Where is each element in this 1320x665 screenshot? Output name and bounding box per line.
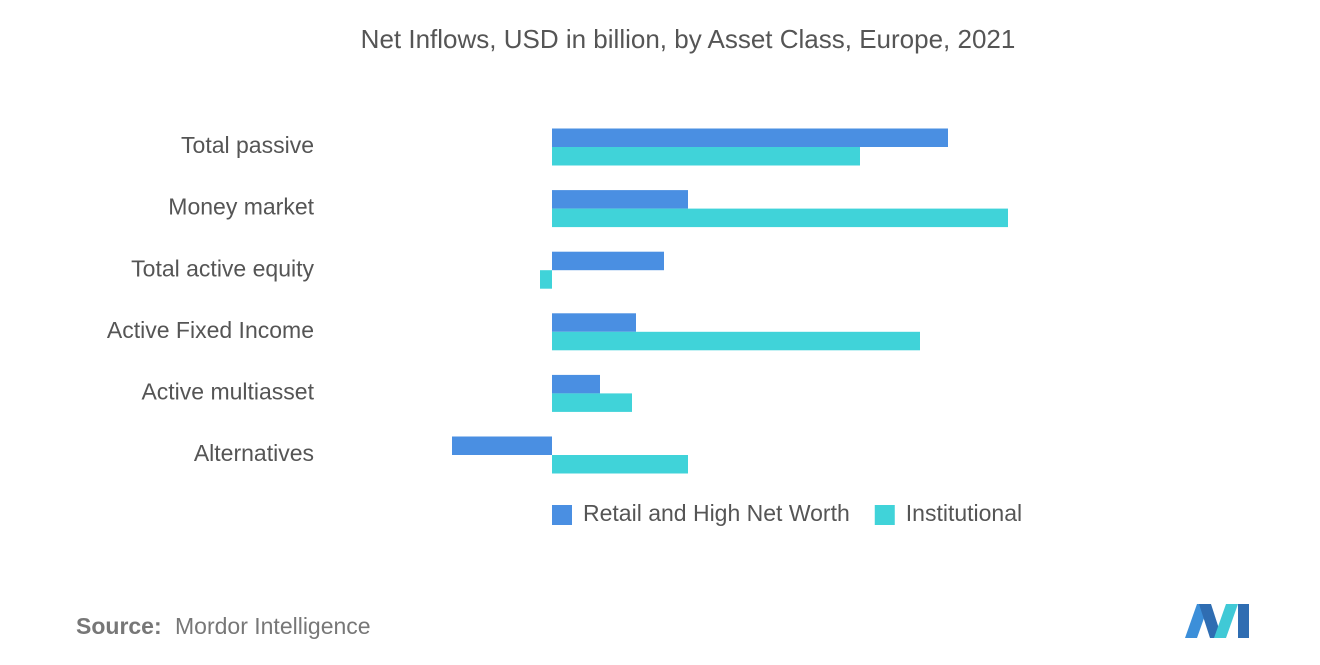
bar — [552, 331, 920, 351]
bar — [552, 147, 860, 166]
bar — [552, 190, 688, 209]
chart-title: Net Inflows, USD in billion, by Asset Cl… — [361, 24, 1016, 54]
y-tick-label: Active multiasset — [141, 378, 314, 404]
source-label: Source: — [76, 613, 162, 639]
y-tick-label: Total active equity — [131, 255, 314, 281]
y-tick-label: Active Fixed Income — [107, 317, 314, 343]
legend-swatch — [552, 505, 572, 525]
y-tick-label: Alternatives — [194, 440, 314, 466]
bar — [552, 455, 688, 474]
bar — [552, 313, 636, 332]
legend-label: Retail and High Net Worth — [583, 500, 850, 526]
y-tick-label: Total passive — [181, 132, 314, 158]
bar — [552, 128, 948, 147]
y-tick-label: Money market — [168, 194, 314, 220]
bar — [552, 393, 632, 412]
bar — [552, 208, 1008, 228]
source: Mordor Intelligence — [175, 613, 371, 639]
legend-swatch — [874, 505, 895, 525]
bar — [540, 270, 552, 289]
bar — [552, 251, 664, 271]
bar — [552, 374, 600, 394]
logo — [1185, 604, 1249, 638]
bar — [452, 436, 552, 455]
legend-label: Institutional — [906, 500, 1022, 526]
